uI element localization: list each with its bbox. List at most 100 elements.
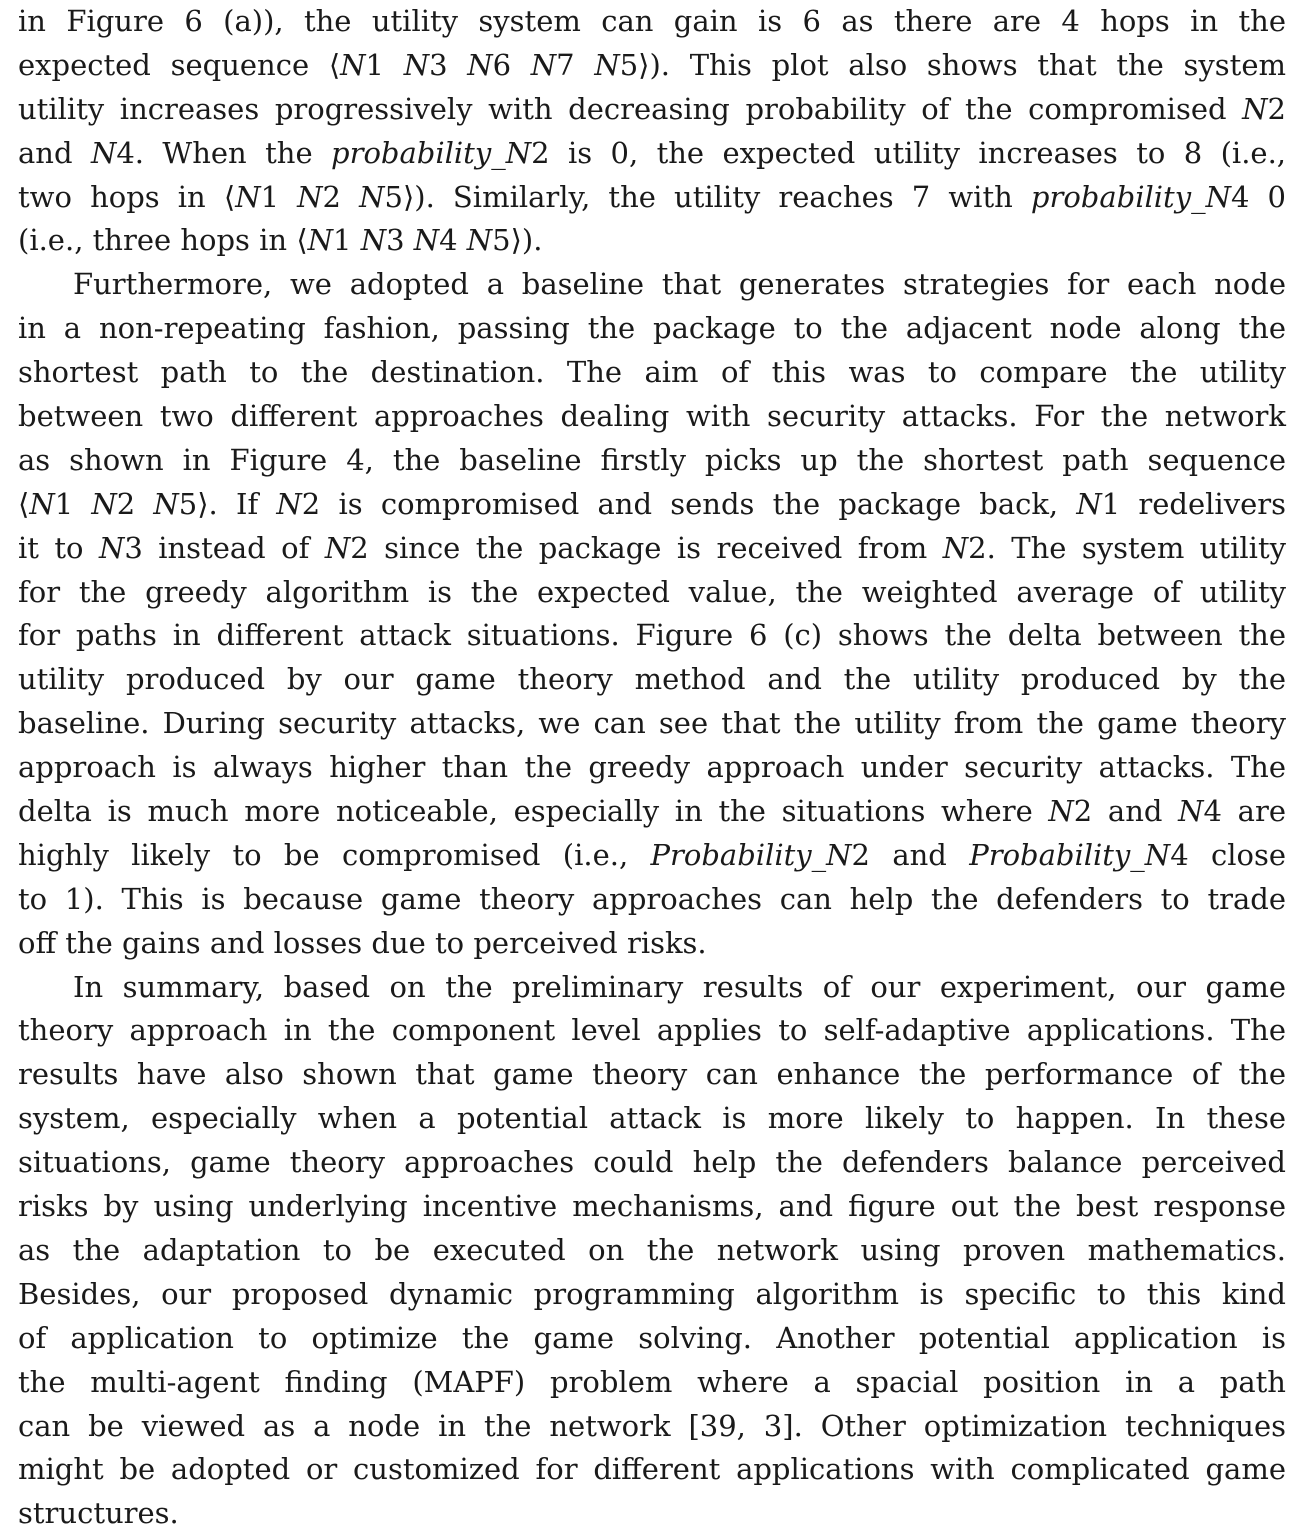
paragraph: In summary, based on the preliminary res…	[18, 966, 1286, 1536]
text-line: delta is much more noticeable, especiall…	[18, 790, 1286, 834]
text-segment: 2 and	[851, 837, 970, 872]
math-symbol: probability_N	[331, 135, 532, 170]
math-symbol: N	[324, 530, 351, 565]
text-segment: situations, game theory approaches could…	[18, 1145, 1286, 1180]
text-segment: in a non-repeating fashion, passing the …	[18, 311, 1286, 346]
math-symbol: N	[153, 486, 179, 521]
text-line: might be adopted or customized for diffe…	[18, 1448, 1286, 1492]
text-line: shortest path to the destination. The ai…	[18, 351, 1286, 395]
math-symbol: N	[413, 223, 440, 258]
text-segment: Furthermore, we adopted a baseline that …	[73, 267, 1286, 302]
math-symbol: N	[235, 179, 261, 214]
math-symbol: N	[29, 486, 55, 521]
text-segment: In summary, based on the preliminary res…	[73, 969, 1286, 1004]
text-line: as the adaptation to be executed on the …	[18, 1229, 1286, 1273]
text-segment: 2 since the package is received from	[350, 530, 943, 565]
text-segment: 5⟩).	[492, 223, 543, 258]
text-segment: risks by using underlying incentive mech…	[18, 1189, 1286, 1224]
text-segment: structures.	[18, 1496, 179, 1531]
math-symbol: N	[307, 223, 334, 258]
text-line: for paths in different attack situations…	[18, 614, 1286, 658]
text-segment: 4 close	[1170, 837, 1286, 872]
text-segment: 7	[556, 47, 595, 82]
text-line: approach is always higher than the greed…	[18, 746, 1286, 790]
text-segment: highly likely to be compromised (i.e.,	[18, 837, 651, 872]
text-segment: as the adaptation to be executed on the …	[18, 1232, 1286, 1267]
math-symbol: N	[90, 135, 117, 170]
text-segment: and	[18, 135, 91, 170]
math-symbol: Probability_N	[969, 837, 1171, 872]
text-segment: 5⟩). This plot also shows that the syste…	[619, 47, 1286, 82]
text-line: as shown in Figure 4, the baseline first…	[18, 439, 1286, 483]
text-segment: (i.e., three hops in ⟨	[18, 223, 308, 258]
text-segment: Besides, our proposed dynamic programmin…	[18, 1276, 1286, 1311]
text-segment: for paths in different attack situations…	[18, 618, 1286, 653]
text-line: and N4. When the probability_N2 is 0, th…	[18, 132, 1286, 176]
text-segment: theory approach in the component level a…	[18, 1013, 1286, 1048]
text-segment: 4 0	[1230, 179, 1287, 214]
text-segment: 2 and	[1073, 794, 1179, 829]
text-segment: 2 is 0, the expected utility increases t…	[531, 135, 1287, 170]
paper-body: in Figure 6 (a)), the utility system can…	[18, 0, 1286, 1536]
text-segment: 2 is compromised and sends the package b…	[301, 486, 1077, 521]
text-line: results have also shown that game theory…	[18, 1053, 1286, 1097]
text-segment: ⟨	[18, 486, 30, 521]
text-segment: 5⟩. If	[178, 486, 277, 521]
text-line: structures.	[18, 1492, 1286, 1536]
math-symbol: N	[530, 47, 557, 82]
text-line: utility increases progressively with dec…	[18, 88, 1286, 132]
text-segment: delta is much more noticeable, especiall…	[18, 794, 1049, 829]
text-segment: 4	[439, 223, 467, 258]
text-line: two hops in ⟨N1 N2 N5⟩). Similarly, the …	[18, 176, 1286, 220]
math-symbol: N	[98, 530, 125, 565]
text-line: theory approach in the component level a…	[18, 1009, 1286, 1053]
text-line: (i.e., three hops in ⟨N1 N3 N4 N5⟩).	[18, 219, 1286, 263]
text-line: In summary, based on the preliminary res…	[18, 966, 1286, 1010]
text-segment: 4. When the	[116, 135, 332, 170]
text-line: system, especially when a potential atta…	[18, 1097, 1286, 1141]
text-segment: 2	[1267, 91, 1286, 126]
text-line: in Figure 6 (a)), the utility system can…	[18, 0, 1286, 44]
text-segment: 1	[333, 223, 361, 258]
text-line: off the gains and losses due to perceive…	[18, 922, 1286, 966]
text-segment: of application to optimize the game solv…	[18, 1320, 1286, 1355]
text-segment: as shown in Figure 4, the baseline first…	[18, 442, 1286, 477]
text-segment: 5⟩). Similarly, the utility reaches 7 wi…	[384, 179, 1031, 214]
text-segment: 2	[322, 179, 360, 214]
math-symbol: N	[91, 486, 117, 521]
text-segment: 6	[492, 47, 531, 82]
math-symbol: N	[942, 530, 969, 565]
text-segment: 2	[116, 486, 154, 521]
text-line: expected sequence ⟨N1 N3 N6 N7 N5⟩). Thi…	[18, 44, 1286, 88]
text-segment: 1 redelivers	[1101, 486, 1286, 521]
text-line: in a non-repeating fashion, passing the …	[18, 307, 1286, 351]
text-line: highly likely to be compromised (i.e., P…	[18, 834, 1286, 878]
text-segment: approach is always higher than the greed…	[18, 750, 1286, 785]
text-line: ⟨N1 N2 N5⟩. If N2 is compromised and sen…	[18, 483, 1286, 527]
text-line: for the greedy algorithm is the expected…	[18, 571, 1286, 615]
text-segment: utility increases progressively with dec…	[18, 91, 1243, 126]
text-segment: for the greedy algorithm is the expected…	[18, 574, 1286, 609]
math-symbol: N	[467, 47, 493, 82]
paragraph: Furthermore, we adopted a baseline that …	[18, 263, 1286, 965]
text-line: to 1). This is because game theory appro…	[18, 878, 1286, 922]
math-symbol: N	[1048, 794, 1074, 829]
text-line: risks by using underlying incentive mech…	[18, 1185, 1286, 1229]
text-line: baseline. During security attacks, we ca…	[18, 702, 1286, 746]
text-segment: utility produced by our game theory meth…	[18, 662, 1286, 697]
math-symbol: N	[594, 47, 620, 82]
text-line: Furthermore, we adopted a baseline that …	[18, 263, 1286, 307]
math-symbol: N	[360, 223, 387, 258]
text-segment: shortest path to the destination. The ai…	[18, 355, 1286, 390]
math-symbol: Probability_N	[650, 837, 852, 872]
math-symbol: N	[1076, 486, 1102, 521]
math-symbol: N	[276, 486, 302, 521]
math-symbol: N	[297, 179, 323, 214]
text-segment: might be adopted or customized for diffe…	[18, 1452, 1286, 1487]
math-symbol: N	[340, 47, 366, 82]
math-symbol: N	[1178, 794, 1204, 829]
text-segment: expected sequence ⟨	[18, 47, 341, 82]
math-symbol: N	[403, 47, 430, 82]
text-segment: 3 instead of	[124, 530, 325, 565]
text-line: of application to optimize the game solv…	[18, 1317, 1286, 1361]
